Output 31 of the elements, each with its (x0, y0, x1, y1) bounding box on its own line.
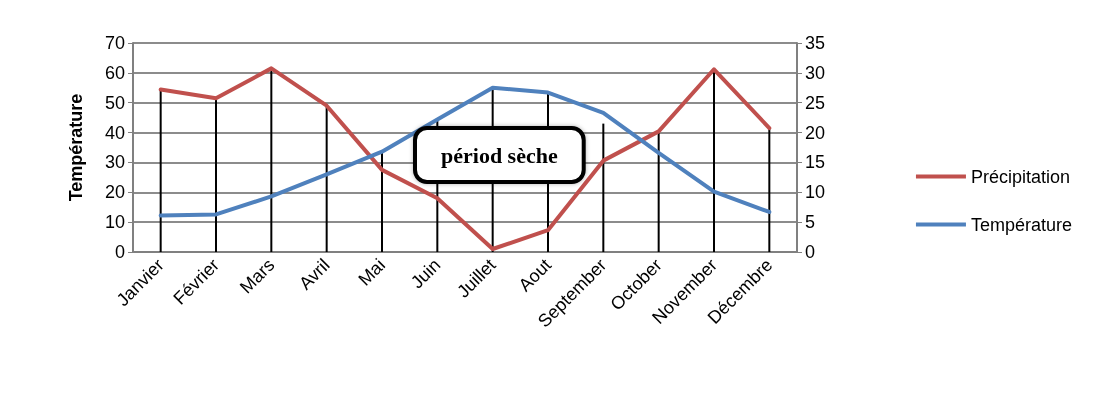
y-tick-label: 60 (104, 62, 125, 83)
y-tick-label: 70 (104, 33, 125, 53)
y2-tick-label: 25 (805, 92, 826, 113)
y-tick-label: 20 (104, 182, 125, 203)
y2-tick-label: 0 (805, 242, 816, 262)
y2-tick-label: 20 (805, 122, 826, 143)
y2-tick-label: 35 (805, 33, 826, 53)
y-tick-label: 50 (104, 92, 125, 113)
annotation: périod sèche (441, 142, 558, 168)
line-series (158, 66, 772, 252)
bar (270, 68, 273, 252)
y2-tick-label: 5 (805, 212, 816, 233)
y-tick-label: 40 (104, 122, 125, 143)
x-tick-label: Juin (406, 254, 445, 293)
bar (215, 98, 217, 252)
bar (381, 151, 383, 252)
y-tick-label: 30 (104, 152, 125, 173)
bar (159, 89, 162, 252)
line-series (158, 85, 772, 218)
bar (768, 128, 771, 252)
y2-tick-label: 30 (805, 62, 826, 83)
bar (602, 123, 605, 252)
y-axis-title: Température (66, 93, 86, 202)
x-tick-label: Mai (354, 254, 390, 290)
y-tick-label: 0 (114, 242, 125, 262)
y-tick-label: 10 (104, 212, 125, 233)
legend-label: Précipitation (970, 166, 1071, 187)
legend-label: Température (970, 214, 1073, 235)
y2-tick-label: 10 (805, 182, 826, 203)
y2-tick-label: 15 (805, 152, 826, 173)
bar (657, 131, 660, 252)
